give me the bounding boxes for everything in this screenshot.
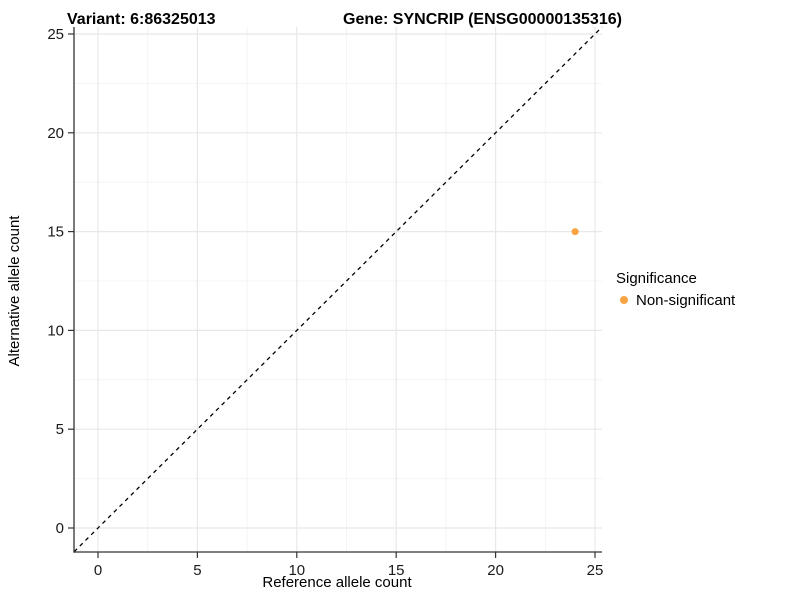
x-tick-label: 15 (388, 562, 405, 579)
legend: Significance Non-significant (616, 270, 736, 309)
y-axis-ticks: 0 5 10 15 20 25 (47, 26, 74, 537)
x-tick-label: 10 (288, 562, 305, 579)
y-tick-label: 5 (56, 421, 64, 438)
plot-title-variant: Variant: 6:86325013 (67, 11, 216, 28)
x-axis-title: Reference allele count (262, 574, 412, 591)
x-tick-label: 25 (587, 562, 604, 579)
x-axis-ticks: 0 5 10 15 20 25 (94, 552, 604, 579)
grid-minor-lines (74, 27, 602, 552)
y-tick-label: 15 (47, 224, 64, 241)
legend-label-non-significant: Non-significant (636, 292, 736, 309)
y-tick-label: 25 (47, 26, 64, 43)
plot-title-gene: Gene: SYNCRIP (ENSG00000135316) (343, 11, 622, 28)
grid-major-lines (74, 27, 602, 552)
y-axis-title: Alternative allele count (6, 215, 23, 367)
y-tick-label: 0 (56, 520, 64, 537)
data-point (571, 228, 579, 236)
identity-line (73, 26, 603, 553)
x-tick-label: 20 (487, 562, 504, 579)
x-tick-label: 5 (193, 562, 201, 579)
legend-title: Significance (616, 270, 697, 287)
y-tick-label: 10 (47, 322, 64, 339)
y-tick-label: 20 (47, 125, 64, 142)
legend-swatch-non-significant (620, 296, 628, 304)
x-tick-label: 0 (94, 562, 102, 579)
data-points (571, 228, 579, 236)
